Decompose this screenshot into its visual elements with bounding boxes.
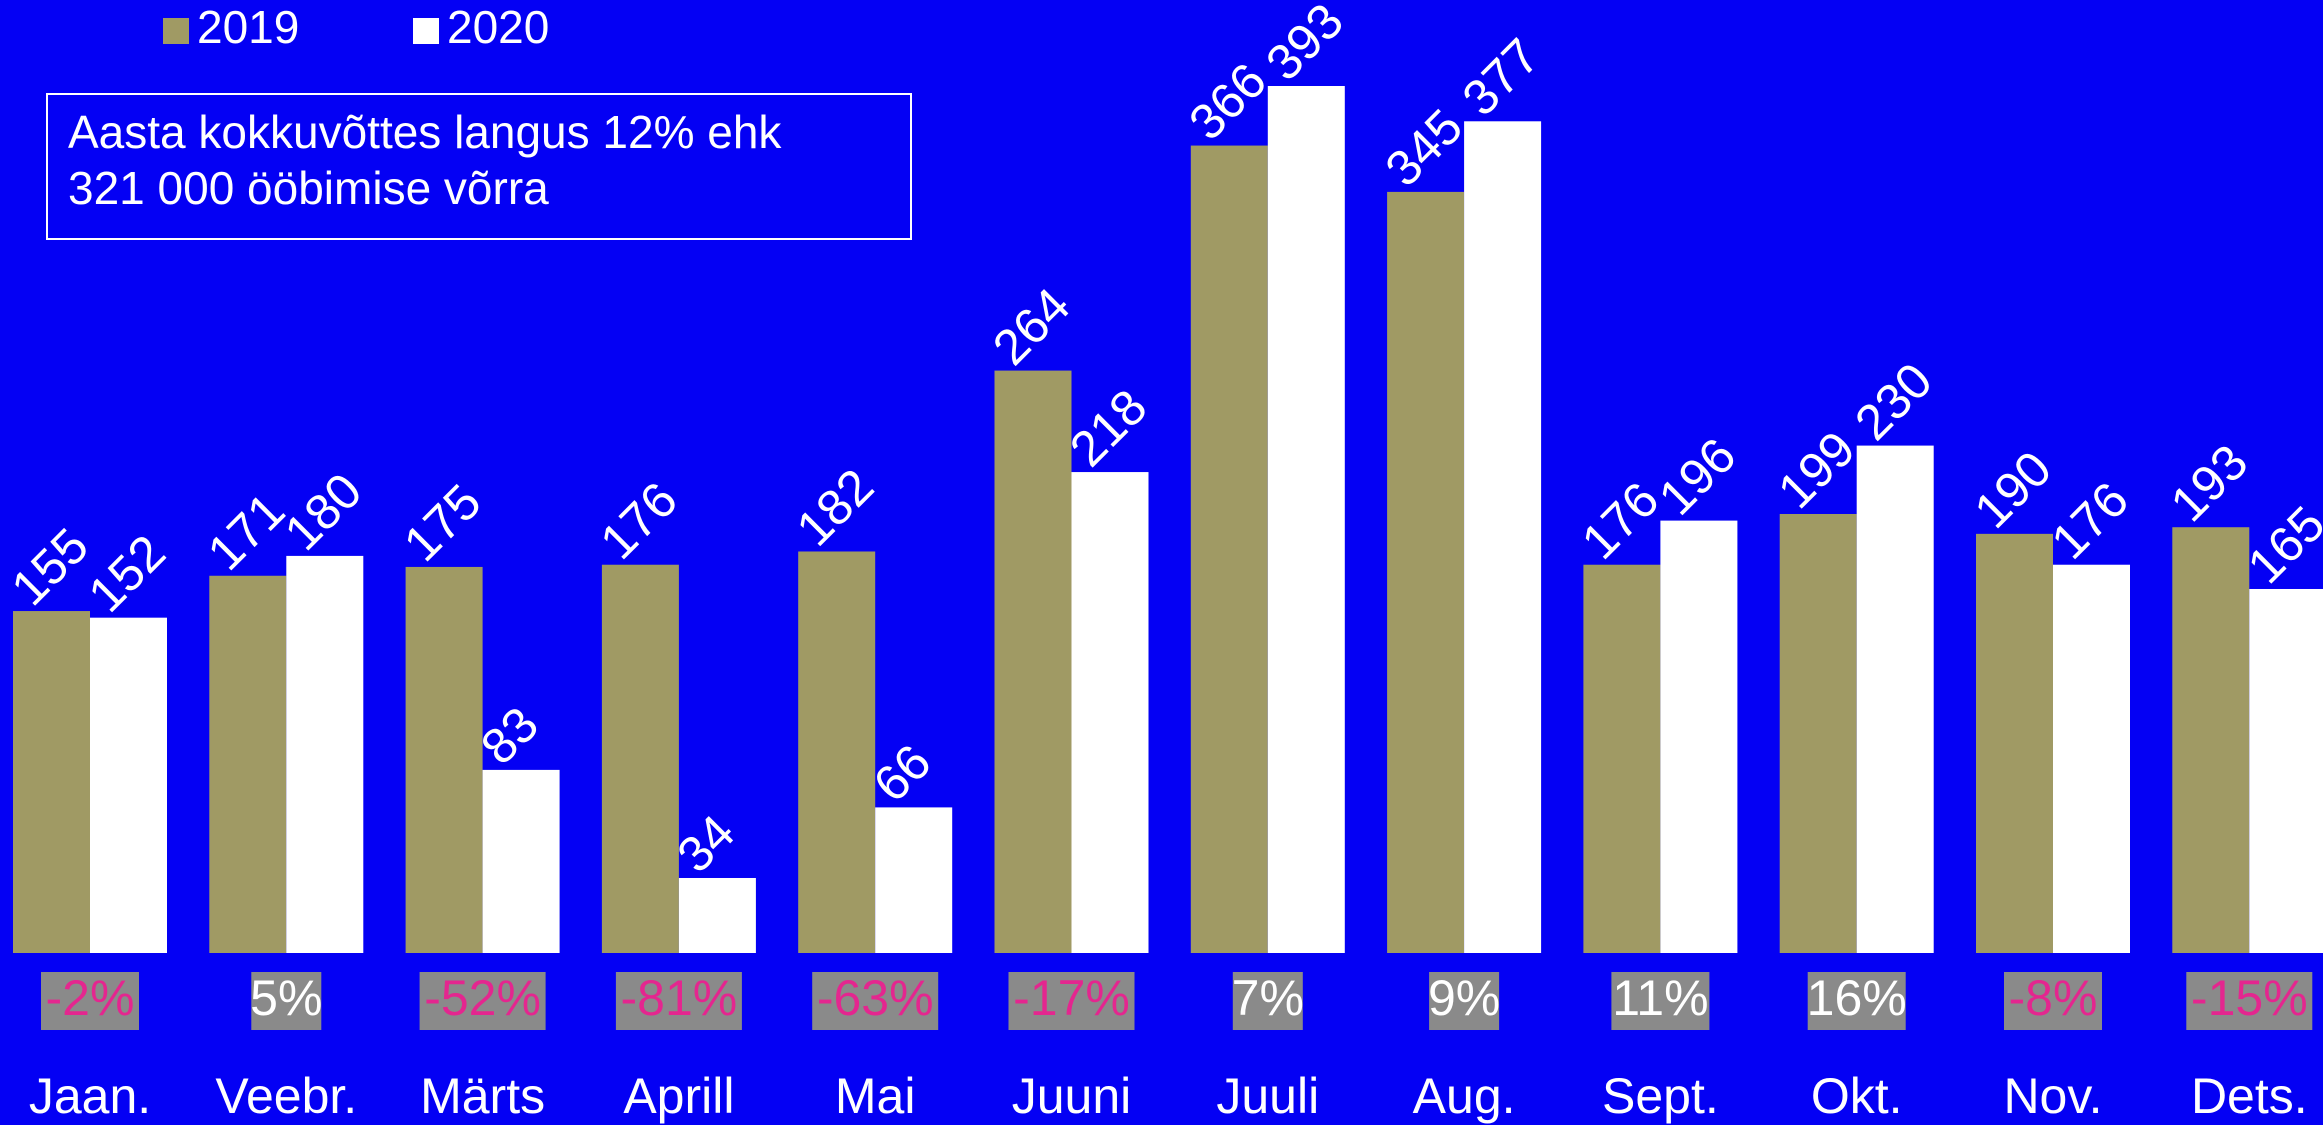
x-tick-label: Dets. bbox=[2191, 1068, 2308, 1124]
value-label: 176 bbox=[589, 471, 688, 570]
value-label: 180 bbox=[274, 462, 373, 561]
change-box bbox=[1611, 972, 1710, 1030]
bar bbox=[1387, 191, 1465, 953]
change-box bbox=[615, 972, 742, 1030]
change-label: 7% bbox=[1232, 970, 1304, 1026]
value-label: 171 bbox=[197, 482, 296, 581]
bar bbox=[1464, 121, 1542, 953]
change-label: -81% bbox=[621, 970, 738, 1026]
legend-swatch bbox=[413, 18, 439, 44]
bar bbox=[1071, 472, 1149, 953]
value-label: 264 bbox=[982, 277, 1081, 376]
change-box bbox=[1008, 972, 1135, 1030]
bar bbox=[2249, 588, 2323, 953]
bar bbox=[1583, 564, 1661, 953]
bar bbox=[209, 575, 287, 953]
x-tick-label: Jaan. bbox=[29, 1068, 151, 1124]
bar bbox=[875, 807, 953, 953]
change-box bbox=[2186, 972, 2313, 1030]
bar bbox=[2172, 527, 2250, 953]
value-label: 152 bbox=[78, 524, 177, 623]
bar bbox=[678, 877, 756, 953]
bar bbox=[405, 566, 483, 953]
bar bbox=[1856, 445, 1934, 953]
value-label: 155 bbox=[1, 518, 100, 617]
change-label: -15% bbox=[2191, 970, 2308, 1026]
value-label: 393 bbox=[1255, 0, 1354, 91]
change-label: 16% bbox=[1807, 970, 1907, 1026]
bar bbox=[482, 769, 560, 953]
legend-label: 2020 bbox=[447, 1, 549, 53]
value-label: 377 bbox=[1452, 28, 1551, 127]
bar bbox=[13, 611, 90, 953]
change-label: -8% bbox=[2009, 970, 2098, 1026]
bar bbox=[1779, 513, 1857, 953]
change-box bbox=[1429, 972, 1500, 1030]
change-box bbox=[812, 972, 939, 1030]
bar bbox=[1660, 520, 1738, 953]
change-box bbox=[1232, 972, 1303, 1030]
change-box bbox=[41, 972, 139, 1030]
value-label: 165 bbox=[2237, 496, 2323, 595]
x-tick-label: Veebr. bbox=[215, 1068, 357, 1124]
x-tick-label: Juuni bbox=[1012, 1068, 1132, 1124]
value-label: 366 bbox=[1178, 52, 1277, 151]
change-box bbox=[419, 972, 546, 1030]
change-label: -17% bbox=[1013, 970, 1130, 1026]
bar bbox=[2053, 564, 2130, 953]
x-tick-label: Mai bbox=[835, 1068, 916, 1124]
value-label: 175 bbox=[393, 473, 492, 572]
bar bbox=[90, 617, 167, 953]
change-label: -52% bbox=[424, 970, 541, 1026]
change-box bbox=[251, 972, 322, 1030]
value-label: 345 bbox=[1375, 98, 1474, 197]
x-tick-label: Nov. bbox=[2003, 1068, 2102, 1124]
bar bbox=[286, 555, 364, 953]
legend-swatch bbox=[163, 18, 189, 44]
bar bbox=[1976, 533, 2053, 953]
change-box bbox=[2004, 972, 2102, 1030]
x-tick-label: Okt. bbox=[1811, 1068, 1903, 1124]
value-label: 199 bbox=[1767, 421, 1866, 520]
change-label: 11% bbox=[1612, 970, 1708, 1026]
bar bbox=[601, 564, 679, 953]
value-label: 193 bbox=[2160, 434, 2259, 533]
annotation-line: 321 000 ööbimise võrra bbox=[68, 162, 549, 214]
change-label: 9% bbox=[1428, 970, 1500, 1026]
x-tick-label: Sept. bbox=[1602, 1068, 1719, 1124]
change-box bbox=[1807, 972, 1906, 1030]
change-label: 5% bbox=[250, 970, 322, 1026]
x-tick-label: Juuli bbox=[1216, 1068, 1319, 1124]
value-label: 182 bbox=[786, 458, 885, 557]
change-label: -63% bbox=[817, 970, 934, 1026]
bar bbox=[798, 551, 876, 953]
annotation-box bbox=[46, 93, 912, 240]
x-tick-label: Aprill bbox=[623, 1068, 734, 1124]
value-label: 218 bbox=[1059, 379, 1158, 478]
change-label: -2% bbox=[46, 970, 135, 1026]
legend-label: 2019 bbox=[197, 1, 299, 53]
value-label: 230 bbox=[1844, 352, 1943, 451]
bar bbox=[1190, 145, 1268, 953]
annotation-line: Aasta kokkuvõttes langus 12% ehk bbox=[68, 106, 782, 158]
x-tick-label: Märts bbox=[420, 1068, 545, 1124]
x-tick-label: Aug. bbox=[1413, 1068, 1516, 1124]
bar bbox=[1267, 86, 1345, 953]
bar bbox=[994, 370, 1072, 954]
